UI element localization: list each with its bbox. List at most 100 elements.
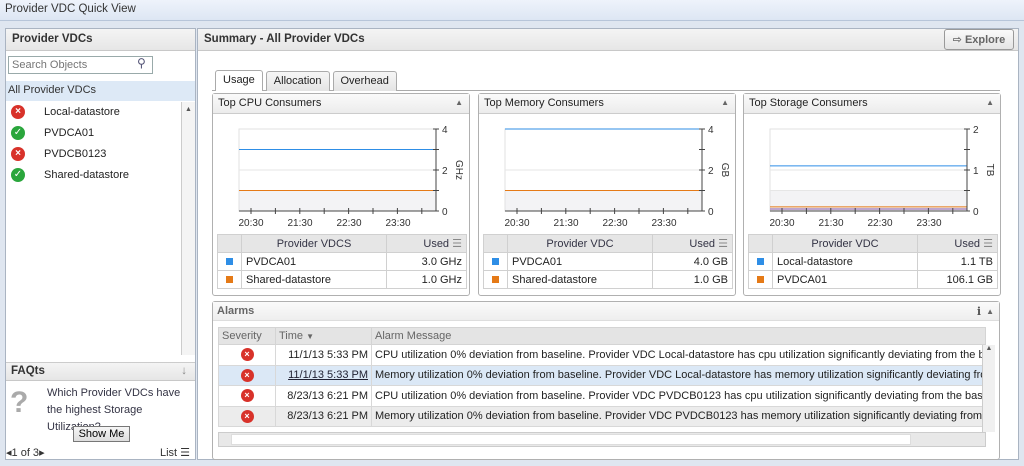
search-icon[interactable]: ⚲ (137, 56, 146, 70)
explore-label: Explore (964, 34, 1006, 46)
alarm-row[interactable]: × 8/23/13 6:21 PM Memory utilization 0% de… (218, 405, 986, 427)
sidebar-item[interactable]: ✓ Shared-datastore (6, 165, 181, 186)
explore-button[interactable]: ⇨ Explore (944, 29, 1014, 50)
chart-svg: 0 2 4 GHz 20:30 21:30 22:30 23:30 (238, 125, 464, 229)
table-row[interactable]: PVDCA01 106.1 GB (748, 270, 998, 289)
y-tick-label: 4 (708, 125, 714, 136)
table-row[interactable]: Shared-datastore 1.0 GHz (217, 270, 467, 289)
sidebar-item-label: PVDCB0123 (44, 148, 107, 160)
alarms-vscrollbar[interactable]: ▲ (982, 345, 995, 432)
plot-band (505, 190, 702, 211)
alarms-panel: Alarms i ▲ Severity Time ▼ Alarm Message… (212, 301, 1000, 460)
window-title: Provider VDC Quick View (0, 0, 1024, 21)
x-tick-label: 21:30 (818, 218, 843, 229)
y-axis-label: TB (984, 164, 995, 177)
vdc-name: Shared-datastore (241, 270, 387, 289)
table-row[interactable]: PVDCA01 4.0 GB (483, 252, 733, 271)
sidebar-item-label: PVDCA01 (44, 127, 95, 139)
used-value: 1.0 GB (652, 270, 733, 289)
collapse-icon[interactable]: ↓ (181, 365, 187, 377)
alarm-message: CPU utilization 0% deviation from baseli… (371, 385, 986, 407)
sidebar-item[interactable]: × PVDCB0123 (6, 144, 181, 165)
series-swatch (492, 257, 499, 265)
collapse-icon[interactable]: ▲ (455, 98, 463, 107)
y-axis-label: GHz (453, 160, 464, 180)
status-ok-icon: ✓ (11, 168, 25, 183)
alarms-hscrollbar[interactable] (218, 432, 986, 447)
alarm-row[interactable]: × 11/1/13 5:33 PM Memory utilization 0% de… (218, 364, 986, 386)
faq-pager[interactable]: ◂1 of 3▸ (6, 447, 45, 459)
all-provider-vdcs[interactable]: All Provider VDCs (6, 81, 195, 101)
y-axis-label: GB (719, 163, 730, 178)
sidebar-item-label: Local-datastore (44, 106, 120, 118)
alarm-time[interactable]: 8/23/13 6:21 PM (275, 405, 372, 427)
table-row[interactable]: Local-datastore 1.1 TB (748, 252, 998, 271)
x-tick-label: 20:30 (769, 218, 794, 229)
tab-divider (212, 90, 1000, 91)
info-icon[interactable]: i (976, 305, 981, 318)
sidebar-item[interactable]: × Local-datastore (6, 102, 181, 123)
col-used[interactable]: Used ☰ (386, 234, 467, 253)
alarms-title: Alarms (213, 302, 999, 321)
x-tick-label: 22:30 (867, 218, 892, 229)
used-value: 1.0 GHz (386, 270, 467, 289)
column-menu-icon[interactable]: ☰ (983, 238, 993, 250)
y-tick-label: 4 (442, 125, 448, 136)
vdc-name: Shared-datastore (507, 270, 653, 289)
search-input[interactable] (8, 56, 153, 74)
critical-alarm-icon: × (240, 368, 254, 382)
status-error-icon: × (11, 147, 25, 162)
column-menu-icon[interactable]: ☰ (452, 238, 462, 250)
col-used-label: Used (954, 238, 981, 250)
critical-alarm-icon: × (240, 348, 254, 362)
alarm-row[interactable]: × 8/23/13 6:21 PM CPU utilization 0% devia… (218, 385, 986, 407)
scroll-thumb[interactable] (231, 434, 911, 445)
collapse-icon[interactable]: ▲ (986, 98, 994, 107)
chart-title: Top Memory Consumers (479, 94, 735, 114)
collapse-icon[interactable]: ▲ (986, 307, 994, 316)
pager-text: 1 of 3 (11, 447, 40, 459)
alarm-message: CPU utilization 0% deviation from baseli… (371, 344, 986, 366)
used-value: 1.1 TB (917, 252, 998, 271)
alarm-time[interactable]: 11/1/13 5:33 PM (275, 344, 372, 366)
tab-allocation[interactable]: Allocation (265, 71, 330, 91)
alarms-table: Severity Time ▼ Alarm Message × 11/1/13 5… (218, 327, 986, 427)
alarm-time[interactable]: 8/23/13 6:21 PM (275, 385, 372, 407)
chart-title: Top CPU Consumers (213, 94, 469, 114)
col-provider-vdc[interactable]: Provider VDC (772, 234, 918, 253)
x-tick-label: 23:30 (916, 218, 941, 229)
list-button[interactable]: List ☰ (160, 447, 191, 459)
sidebar-scrollbar[interactable]: ▲ (181, 102, 195, 355)
col-used[interactable]: Used ☰ (917, 234, 998, 253)
chart-table: Provider VDC Used ☰ PVDCA01 4.0 GB Shared-da… (483, 234, 733, 289)
plot-band (770, 190, 967, 211)
tab-usage[interactable]: Usage (215, 70, 263, 91)
series-swatch (226, 257, 233, 265)
series-swatch (757, 275, 764, 283)
chart-title: Top Storage Consumers (744, 94, 1000, 114)
col-used-label: Used (423, 238, 450, 250)
column-menu-icon[interactable]: ☰ (718, 238, 728, 250)
col-used[interactable]: Used ☰ (652, 234, 733, 253)
col-provider-vdc[interactable]: Provider VDCS (241, 234, 387, 253)
col-provider-vdc[interactable]: Provider VDC (507, 234, 653, 253)
table-row[interactable]: PVDCA01 3.0 GHz (217, 252, 467, 271)
chart-svg: 0 1 2 TB 20:30 21:30 22:30 23:30 (769, 125, 995, 229)
tab-overhead[interactable]: Overhead (332, 71, 397, 91)
table-row[interactable]: Shared-datastore 1.0 GB (483, 270, 733, 289)
collapse-icon[interactable]: ▲ (721, 98, 729, 107)
vdc-name: Local-datastore (772, 252, 918, 271)
swatch-col (748, 234, 773, 253)
col-time[interactable]: Time ▼ (275, 327, 372, 345)
sidebar-item[interactable]: ✓ PVDCA01 (6, 123, 181, 144)
x-tick-label: 22:30 (602, 218, 627, 229)
x-tick-label: 23:30 (385, 218, 410, 229)
plot-band (239, 190, 436, 211)
alarm-time[interactable]: 11/1/13 5:33 PM (275, 364, 372, 386)
series-swatch (757, 257, 764, 265)
show-me-button[interactable]: Show Me (73, 426, 130, 442)
col-alarm-message[interactable]: Alarm Message (371, 327, 986, 345)
col-severity[interactable]: Severity (218, 327, 276, 345)
alarm-row[interactable]: × 11/1/13 5:33 PM CPU utilization 0% devia… (218, 344, 986, 366)
faq-title-text: FAQts (11, 365, 45, 377)
